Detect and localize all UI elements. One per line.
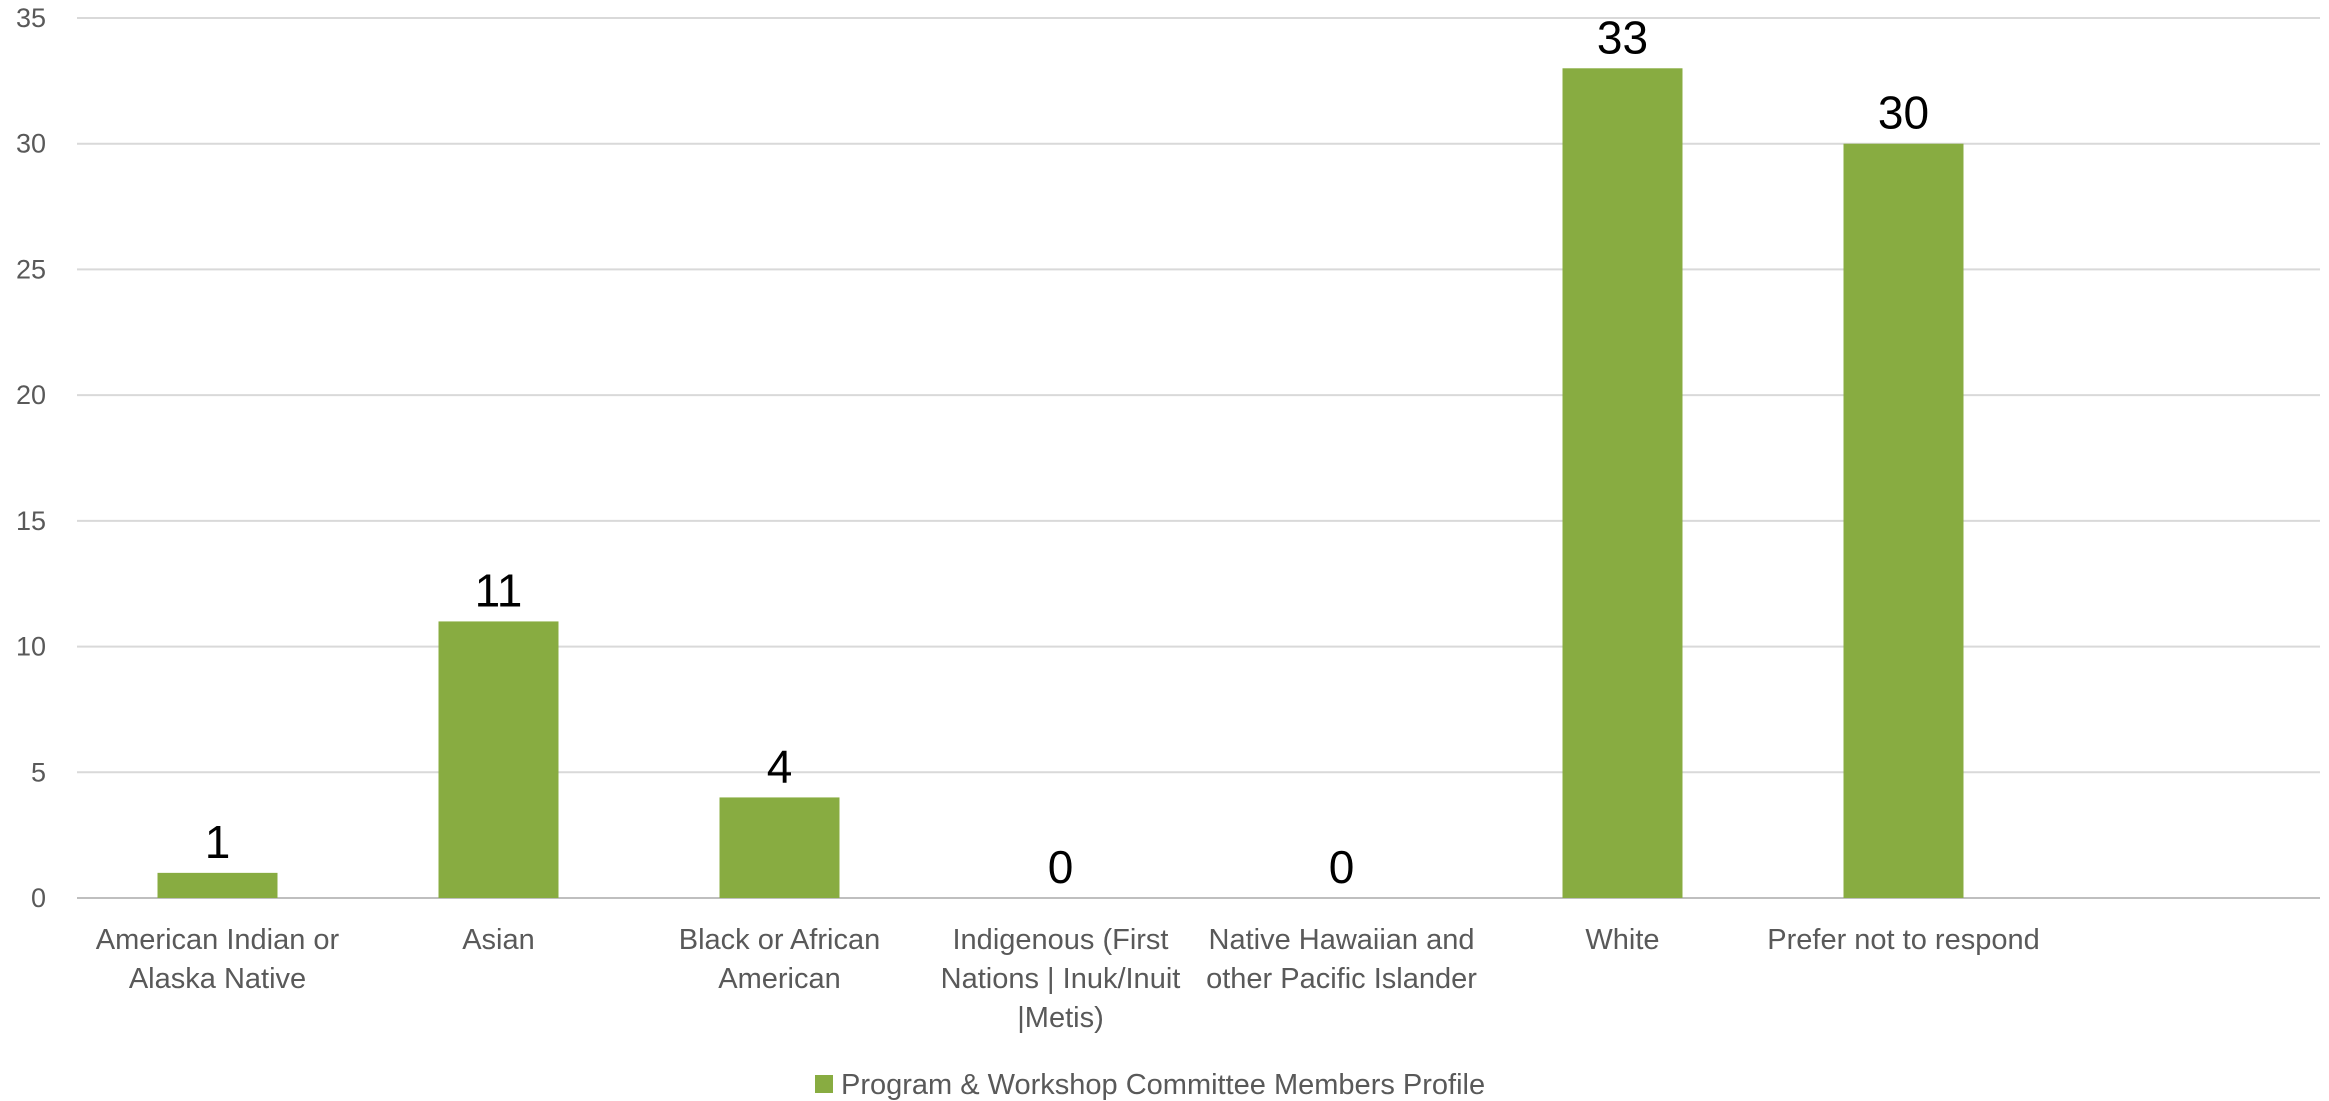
bar <box>719 797 840 898</box>
x-tick-label: Prefer not to respond <box>1767 924 2039 956</box>
bars <box>157 68 1964 899</box>
x-tick-label: American Indian or Alaska Native <box>96 924 340 995</box>
data-label: 0 <box>1329 841 1355 893</box>
legend-swatch <box>815 1075 833 1093</box>
gridlines <box>77 17 2320 899</box>
y-tick-label: 20 <box>16 380 46 410</box>
x-tick-label: Black or African American <box>679 924 880 995</box>
x-tick-label: White <box>1585 924 1659 956</box>
legend-label: Program & Workshop Committee Members Pro… <box>841 1069 1485 1101</box>
y-tick-label: 35 <box>16 3 46 33</box>
x-tick-label: Asian <box>462 924 535 956</box>
bar <box>1562 68 1683 899</box>
legend: Program & Workshop Committee Members Pro… <box>815 1069 1485 1101</box>
bar <box>157 872 278 898</box>
x-axis-labels: American Indian or Alaska Native Asian Blac… <box>96 924 2040 1034</box>
y-tick-label: 25 <box>16 254 46 284</box>
y-axis-ticks: 0 5 10 15 20 25 30 35 <box>16 3 46 913</box>
y-tick-label: 5 <box>31 757 46 787</box>
y-tick-label: 30 <box>16 129 46 159</box>
x-tick-label: Native Hawaiian and other Pacific Islande… <box>1206 924 1477 995</box>
y-tick-label: 0 <box>31 883 46 913</box>
data-label: 11 <box>475 564 523 616</box>
data-label: 4 <box>767 740 793 792</box>
data-label: 0 <box>1048 841 1074 893</box>
data-label: 33 <box>1597 11 1648 63</box>
data-label: 1 <box>205 816 231 868</box>
y-tick-label: 15 <box>16 506 46 536</box>
x-tick-label: Indigenous (First Nations | Inuk/Inuit |Me… <box>941 924 1181 1034</box>
bar <box>1843 143 1964 898</box>
y-tick-label: 10 <box>16 632 46 662</box>
data-label: 30 <box>1878 87 1929 139</box>
bar <box>438 621 559 898</box>
